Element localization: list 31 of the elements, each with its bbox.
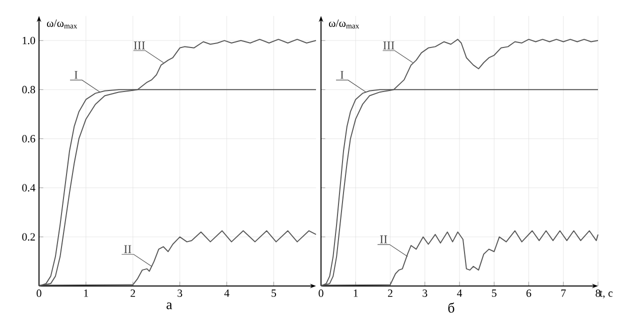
y-tick-label: 0.8 bbox=[22, 86, 36, 94]
annotation: III bbox=[134, 42, 145, 50]
x-tick-label: 2 bbox=[130, 290, 136, 297]
y-axis-title: ω/ω$_{max}$ bbox=[46, 20, 78, 28]
x-tick-label: 0 bbox=[318, 290, 324, 297]
x-tick-label: 1 bbox=[84, 290, 88, 297]
annotation: I bbox=[74, 70, 78, 79]
x-tick-label: 2 bbox=[388, 290, 392, 297]
y-tick-label: 0.2 bbox=[22, 233, 35, 241]
y-tick-label: 0.4 bbox=[22, 184, 36, 192]
x-tick-label: 5 bbox=[272, 290, 276, 297]
annotation: II bbox=[124, 245, 132, 254]
x-tick-label: 4 bbox=[224, 290, 230, 297]
y-axis-title: ω/ω$_{max}$ bbox=[328, 20, 360, 28]
text: а bbox=[166, 302, 172, 310]
x-tick-label: 3 bbox=[178, 290, 182, 297]
x-tick-label: 8 bbox=[596, 290, 600, 297]
annotation: III bbox=[383, 42, 394, 50]
x-tick-label: 3 bbox=[422, 290, 428, 297]
x-tick-label: 6 bbox=[526, 290, 532, 297]
x-axis-title: t, c bbox=[600, 290, 613, 298]
x-tick-label: 4 bbox=[456, 290, 462, 297]
annotation: I bbox=[340, 70, 344, 79]
annotation: II bbox=[380, 235, 388, 244]
x-tick-label: 1 bbox=[354, 290, 358, 297]
x-tick-label: 5 bbox=[492, 290, 496, 297]
y-tick-label: 1.0 bbox=[22, 36, 36, 44]
x-tick-label: 7 bbox=[561, 290, 566, 297]
y-tick-label: 0.6 bbox=[22, 135, 36, 142]
text: б bbox=[448, 302, 454, 313]
x-tick-label: 0 bbox=[36, 290, 42, 297]
